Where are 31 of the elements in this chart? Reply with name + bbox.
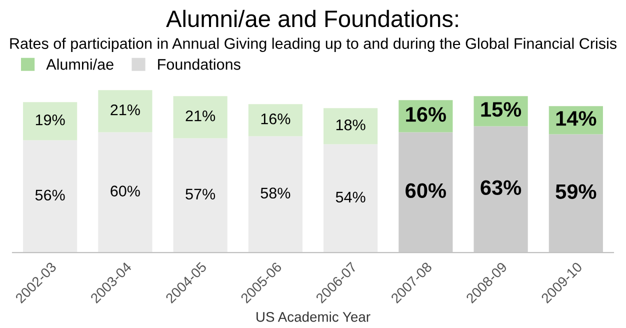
bar — [248, 136, 302, 253]
legend-label: Foundations — [158, 58, 240, 70]
bar — [173, 138, 228, 253]
data-label: 63% — [480, 180, 522, 196]
data-label: 15% — [481, 102, 522, 117]
data-label: 60% — [406, 183, 446, 198]
bar — [324, 144, 378, 253]
data-label: 18% — [336, 120, 366, 130]
data-label: 21% — [186, 110, 216, 122]
bar — [98, 132, 152, 253]
x-axis-title: US Academic Year — [256, 312, 370, 322]
bar — [324, 108, 378, 144]
chart-subtitle: Rates of participation in Annual Giving leading up to and during the Global Financial Crisis — [10, 38, 617, 52]
data-label: 19% — [36, 114, 65, 126]
bar — [248, 104, 302, 136]
bar — [23, 102, 78, 140]
legend-label: Alumni/ae — [46, 58, 114, 70]
data-label: 21% — [110, 104, 140, 116]
bar — [98, 90, 152, 132]
chart-title: Alumni/ae and Foundations: — [166, 10, 458, 28]
data-label: 54% — [336, 192, 366, 203]
data-label: 16% — [406, 107, 446, 122]
data-label: 57% — [186, 188, 216, 200]
bar — [173, 96, 228, 138]
bar — [23, 140, 78, 253]
data-label: 58% — [260, 188, 290, 199]
data-label: 59% — [556, 184, 596, 199]
data-label: 14% — [556, 111, 596, 126]
data-label: 56% — [35, 190, 65, 201]
data-label: 16% — [261, 113, 290, 124]
data-label: 60% — [110, 186, 140, 196]
